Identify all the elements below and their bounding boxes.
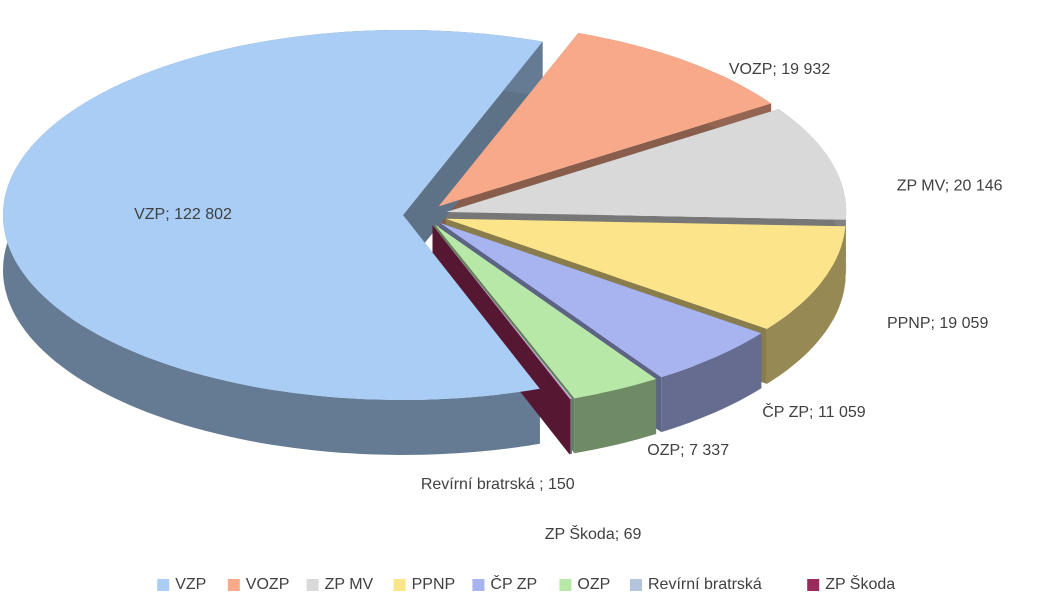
data-label: PPNP; 19 059 <box>887 315 989 332</box>
legend-swatch <box>393 579 406 591</box>
slice-top <box>432 225 571 400</box>
legend-label: VZP <box>175 576 206 593</box>
slice-top <box>445 218 846 329</box>
slice-top <box>440 223 762 378</box>
slice-edge <box>661 333 762 433</box>
data-label: VOZP; 19 932 <box>729 61 830 78</box>
legend-label: Revírní bratrská <box>648 576 762 593</box>
legend-swatch <box>630 579 642 591</box>
legend-swatch <box>807 579 820 591</box>
slice-edge <box>569 399 571 455</box>
data-label: Revírní bratrská ; 150 <box>421 476 575 493</box>
legend-label: ČP ZP <box>490 574 537 593</box>
slice-top <box>3 30 543 400</box>
data-label: ZP Škoda; 69 <box>545 524 642 543</box>
slice-top <box>435 224 657 399</box>
slice-top <box>438 33 772 207</box>
slice-edge <box>574 379 657 454</box>
legend-label: ZP Škoda <box>825 574 895 593</box>
slice-top <box>446 109 847 220</box>
slice-edge <box>570 398 572 454</box>
legend-swatch <box>472 579 485 591</box>
legend-label: PPNP <box>412 576 456 593</box>
data-label: OZP; 7 337 <box>647 442 729 459</box>
slice-side <box>403 41 543 270</box>
legend-label: ZP MV <box>325 576 374 593</box>
data-label: ZP MV; 20 146 <box>897 178 1003 195</box>
slice-top <box>432 225 572 399</box>
slice-edge <box>766 226 846 384</box>
legend-label: OZP <box>577 576 610 593</box>
legend-swatch <box>227 579 240 591</box>
legend-label: VOZP <box>246 576 290 593</box>
data-label: VZP; 122 802 <box>134 206 232 223</box>
legend-swatch <box>157 579 170 591</box>
data-label: ČP ZP; 11 059 <box>762 402 866 421</box>
legend-swatch <box>559 579 572 591</box>
legend-swatch <box>306 579 319 591</box>
